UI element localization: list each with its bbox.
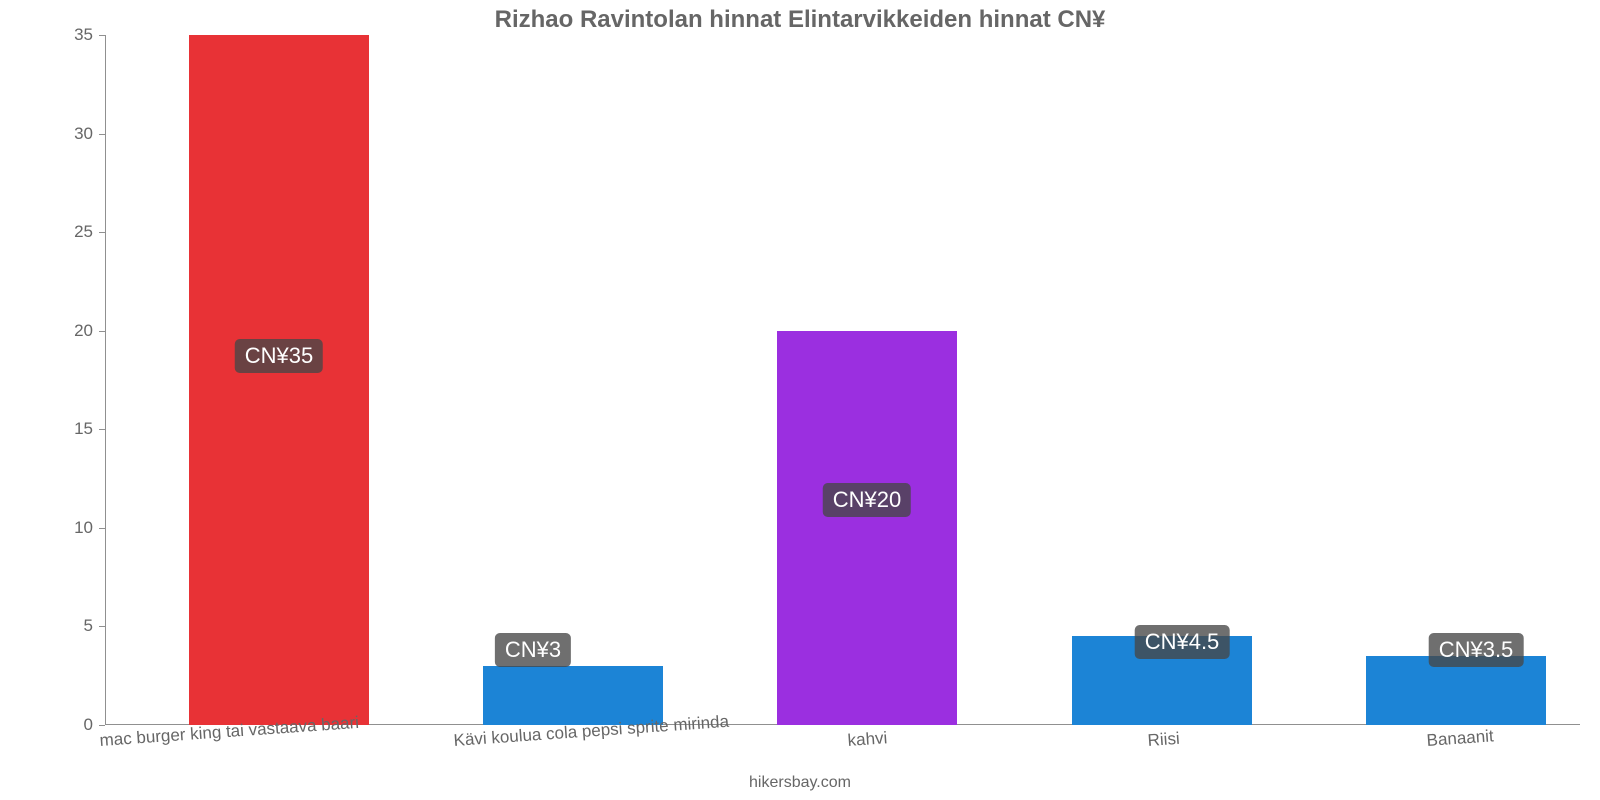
- y-tick-mark: [99, 331, 105, 332]
- y-tick-label: 30: [74, 124, 93, 144]
- y-tick-label: 35: [74, 25, 93, 45]
- bar: [777, 331, 957, 725]
- bar-value-label: CN¥3.5: [1429, 633, 1524, 667]
- y-tick-label: 15: [74, 419, 93, 439]
- y-tick-label: 10: [74, 518, 93, 538]
- y-tick-mark: [99, 134, 105, 135]
- chart-source: hikersbay.com: [0, 774, 1600, 792]
- bar: [483, 666, 663, 725]
- y-tick-mark: [99, 725, 105, 726]
- y-tick-mark: [99, 232, 105, 233]
- y-axis: [105, 35, 106, 725]
- y-tick-mark: [99, 429, 105, 430]
- chart-title: Rizhao Ravintolan hinnat Elintarvikkeide…: [0, 6, 1600, 34]
- y-tick-mark: [99, 35, 105, 36]
- bar-value-label: CN¥3: [495, 633, 571, 667]
- category-label: kahvi: [847, 728, 888, 751]
- category-label: Banaanit: [1426, 726, 1494, 751]
- y-tick-label: 5: [84, 616, 93, 636]
- bar-value-label: CN¥35: [235, 339, 323, 373]
- chart-plot-area: 05101520253035 CN¥35CN¥3CN¥20CN¥4.5CN¥3.…: [105, 35, 1580, 725]
- bar: [189, 35, 369, 725]
- y-tick-label: 20: [74, 321, 93, 341]
- y-tick-mark: [99, 626, 105, 627]
- y-tick-mark: [99, 528, 105, 529]
- bar-value-label: CN¥20: [823, 483, 911, 517]
- bar-value-label: CN¥4.5: [1135, 625, 1230, 659]
- category-label: Riisi: [1147, 729, 1180, 751]
- y-tick-label: 0: [84, 715, 93, 735]
- y-tick-label: 25: [74, 222, 93, 242]
